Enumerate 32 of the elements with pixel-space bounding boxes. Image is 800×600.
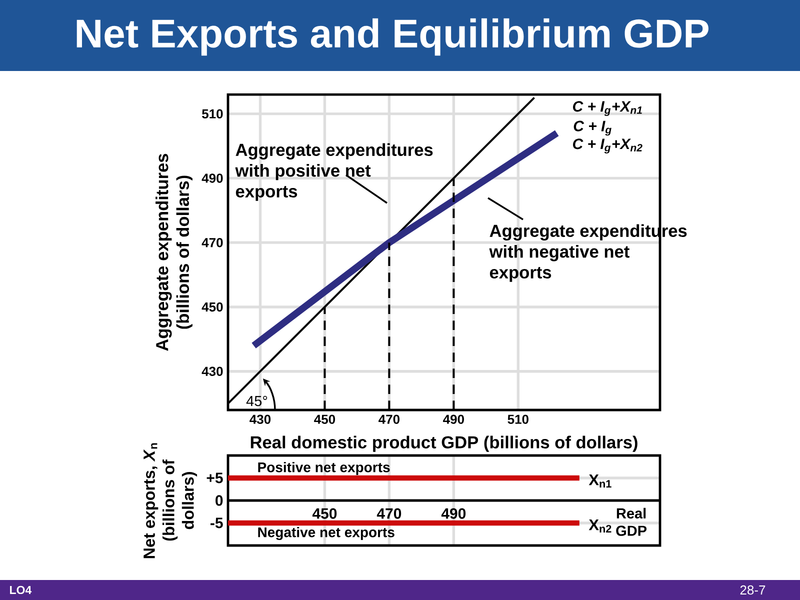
x-tick-label: 490 [443, 414, 464, 424]
y-tick-label: 490 [202, 174, 223, 183]
text: LO4 [10, 586, 32, 594]
y-axis-title: Aggregate expenditures (billions of dollars) [156, 154, 192, 351]
y-tick-label: -5 [210, 518, 223, 528]
chart-title: Net Exports and Equilibrium GDP [76, 18, 708, 56]
annotation: C + I$_{g}$+X$_{n2}$ [573, 138, 642, 154]
y-tick-label: 510 [202, 109, 223, 118]
y-tick-label: 430 [202, 366, 223, 376]
annotation: C + I$_{g}$+X$_{n1}$ [573, 101, 642, 116]
annotation: Positive net exports [258, 462, 390, 476]
x-tick-label: 450 [314, 414, 336, 424]
y-tick-label: 470 [202, 238, 223, 248]
series-label: X$_{n1}$ [588, 474, 612, 488]
x-tick-label: 510 [508, 414, 528, 424]
x-tick-label: 470 [376, 508, 402, 519]
y-tick-label: 0 [216, 495, 223, 506]
x-tick-label: 450 [312, 508, 337, 519]
text: 28-7 [740, 585, 766, 595]
annotation: Aggregate expenditures with positive net exports [235, 143, 433, 201]
y-axis-title: Net exports, X$_{n}$ (billions of dollars) [144, 443, 198, 558]
annotation: 45° [246, 396, 268, 406]
annotation: Negative net exports [258, 526, 394, 540]
series-label: C + I$_{g}$ [574, 120, 612, 136]
x-axis-title: Real GDP [616, 508, 647, 536]
x-tick-label: 470 [378, 414, 400, 424]
x-tick-label: 430 [250, 414, 271, 424]
x-tick-label: 490 [441, 508, 466, 519]
series-label: X$_{n2}$ [588, 519, 612, 533]
x-axis-title: Real domestic product GDP (billions of dollars) [250, 436, 638, 452]
y-tick-label: 450 [202, 302, 223, 312]
y-tick-label: +5 [206, 472, 223, 484]
